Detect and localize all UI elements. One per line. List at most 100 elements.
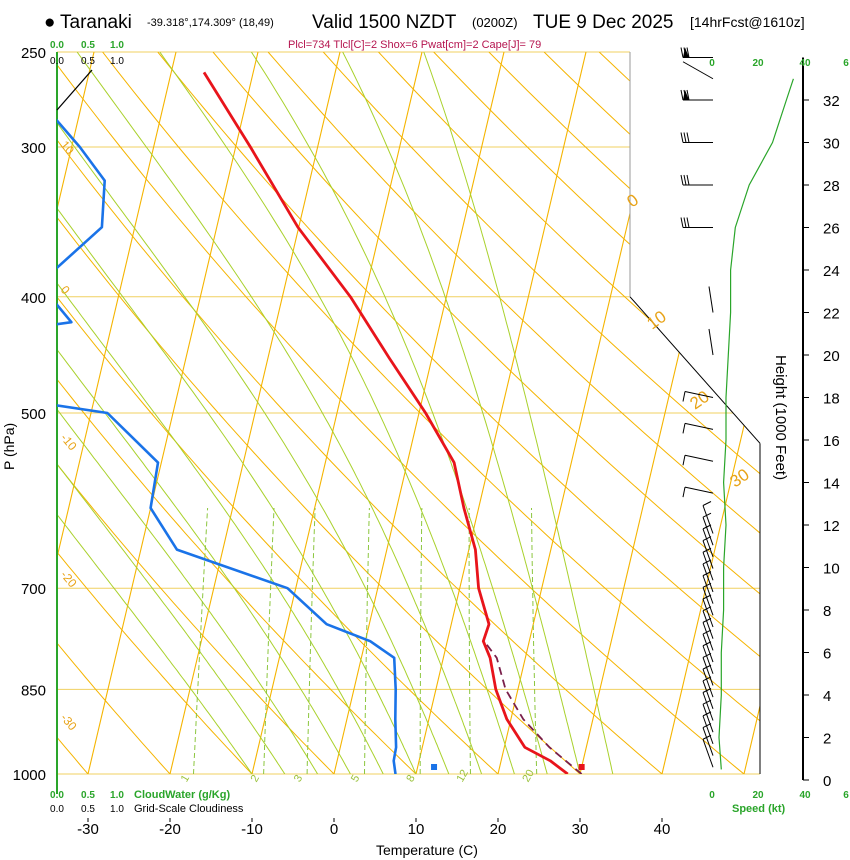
wind-barb bbox=[702, 575, 714, 604]
dry-adiabat-line bbox=[378, 52, 760, 774]
isotherm-line bbox=[0, 52, 12, 774]
wind-barb bbox=[702, 727, 714, 756]
wind-barb bbox=[702, 528, 714, 558]
moist-adiabat-line bbox=[159, 52, 515, 774]
moist-adiabat-line bbox=[57, 52, 384, 774]
height-tick-label: 2 bbox=[823, 731, 831, 748]
wind-barb-flag bbox=[680, 217, 684, 228]
sounding-profiles bbox=[57, 71, 585, 774]
dry-adiabat-line bbox=[102, 52, 760, 774]
height-tick-label: 20 bbox=[823, 348, 840, 365]
wind-barb bbox=[684, 422, 714, 430]
cloudiness-trace bbox=[56, 69, 93, 111]
wind-barbs bbox=[680, 47, 714, 768]
wind-barb-flag bbox=[680, 174, 684, 186]
moist-adiabat-line bbox=[57, 52, 351, 774]
speed-tick-top: 0 bbox=[709, 58, 715, 69]
height-tick-label: 22 bbox=[823, 306, 840, 323]
mixing-ratio-label: 2 bbox=[249, 773, 262, 784]
mixing-ratio-line bbox=[364, 507, 370, 774]
mixing-ratio-lines bbox=[193, 507, 538, 774]
wind-barb-flag bbox=[686, 174, 690, 186]
wind-barb bbox=[702, 715, 714, 745]
parcel-parameters: Plcl=734 Tlcl[C]=2 Shox=6 Pwat[cm]=2 Cap… bbox=[288, 39, 541, 51]
dry-adiabat-line bbox=[57, 52, 335, 774]
profiles-clip bbox=[57, 71, 583, 774]
mixing-ratio-line bbox=[306, 507, 316, 774]
moist-adiabat-line bbox=[57, 52, 417, 774]
isotherm-label: 0 bbox=[58, 283, 73, 297]
wind-barb bbox=[702, 552, 714, 581]
x-tick-label: 20 bbox=[490, 821, 507, 838]
pressure-tick-label: 500 bbox=[21, 406, 46, 423]
isotherm-line bbox=[87, 52, 259, 774]
valid-time: Valid 1500 NZDT bbox=[312, 12, 457, 33]
cloudwater-tick-bottom: 0.5 bbox=[81, 790, 95, 801]
wind-speed-panel: 0 20 40 60 20 40 6 bbox=[709, 58, 849, 801]
wind-barb bbox=[702, 657, 714, 686]
wind-barb bbox=[702, 633, 714, 663]
dry-adiabat-line bbox=[57, 52, 253, 774]
speed-tick-top: 6 bbox=[843, 58, 849, 69]
x-tick-label: 30 bbox=[572, 821, 589, 838]
x-tick-label: -30 bbox=[77, 821, 99, 838]
isotherm-label: -30 bbox=[58, 711, 80, 734]
plot-frame bbox=[56, 52, 761, 794]
cloudwater-tick-top: 0.0 bbox=[50, 40, 64, 51]
dry-adiabat-line bbox=[57, 52, 171, 774]
height-tick-label: 0 bbox=[823, 773, 831, 790]
height-tick-label: 30 bbox=[823, 136, 840, 153]
height-tick-label: 6 bbox=[823, 646, 831, 663]
cloudwater-tick-bottom: 0.0 bbox=[50, 790, 64, 801]
speed-tick-bottom: 6 bbox=[843, 790, 849, 801]
dry-adiabat-line bbox=[57, 52, 499, 774]
isotherm-line bbox=[415, 52, 587, 774]
mixing-ratio-label: 12 bbox=[454, 768, 471, 785]
mixing-ratio-label: 1 bbox=[179, 773, 192, 784]
dry-adiabat-line bbox=[57, 52, 663, 774]
isotherm-label: -20 bbox=[58, 568, 80, 591]
dry-adiabat-line bbox=[157, 52, 760, 774]
moist-adiabat-line bbox=[76, 52, 483, 774]
speed-tick-bottom: 0 bbox=[709, 790, 715, 801]
station-bullet: ● bbox=[44, 12, 55, 33]
x-tick-label: -10 bbox=[241, 821, 263, 838]
cloudiness-tick-top: 1.0 bbox=[110, 56, 124, 67]
cloudiness-tick-bottom: 1.0 bbox=[110, 804, 124, 815]
wind-barb-flag bbox=[680, 89, 684, 101]
wind-speed-line bbox=[718, 78, 794, 770]
dry-adiabat-line bbox=[820, 52, 850, 774]
wind-barb bbox=[702, 704, 714, 733]
pressure-tick-label: 300 bbox=[21, 140, 46, 157]
x-tick-label: -20 bbox=[159, 821, 181, 838]
cloudwater-tick-top: 1.0 bbox=[110, 40, 124, 51]
moist-adiabat-line bbox=[57, 52, 450, 774]
wind-barb bbox=[702, 505, 714, 534]
wind-barb bbox=[684, 454, 714, 462]
wind-barb bbox=[708, 328, 714, 356]
wind-barb-flag bbox=[683, 132, 687, 143]
wind-barb bbox=[702, 540, 714, 569]
dry-adiabat-line bbox=[0, 52, 6, 774]
mixing-ratio-line bbox=[193, 507, 209, 774]
isotherm-line bbox=[57, 52, 177, 774]
station-location: -39.318°,174.309° (18,49) bbox=[147, 17, 274, 29]
wind-barb bbox=[702, 680, 714, 709]
station-name: Taranaki bbox=[60, 12, 132, 33]
wind-barb-flag bbox=[683, 217, 687, 228]
speed-axis-label: Speed (kt) bbox=[732, 803, 786, 815]
speed-tick-top: 40 bbox=[799, 58, 811, 69]
axes: -30 -20 -10 0 10 20 30 402503004005007008501000… bbox=[13, 40, 840, 838]
wind-barb bbox=[702, 645, 714, 674]
wind-barb bbox=[708, 286, 714, 313]
wind-barb-flag bbox=[702, 512, 712, 518]
mixing-ratio-line bbox=[263, 507, 275, 774]
speed-tick-bottom: 40 bbox=[799, 790, 811, 801]
isotherm-line bbox=[826, 52, 850, 774]
dry-adiabat-line bbox=[322, 52, 760, 774]
forecast-info: [14hrFcst@1610z] bbox=[690, 14, 805, 30]
moist-adiabat-line bbox=[57, 52, 253, 774]
x-axis-label: Temperature (C) bbox=[376, 842, 478, 858]
wind-barb bbox=[684, 391, 714, 398]
